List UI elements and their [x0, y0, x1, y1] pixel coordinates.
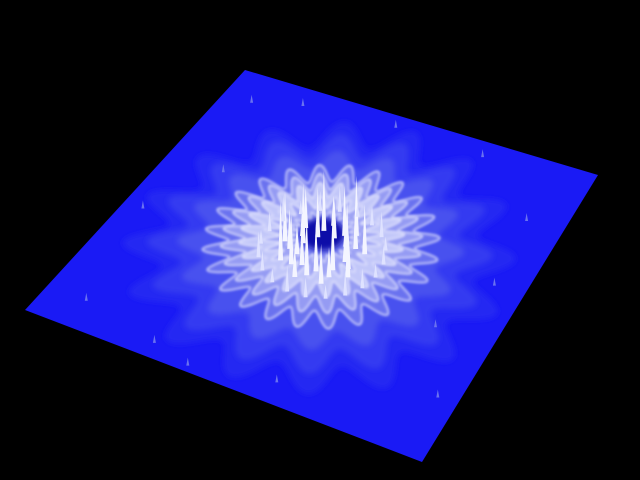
spike — [436, 389, 440, 398]
spike — [282, 191, 288, 242]
spike — [287, 208, 293, 249]
spike — [344, 198, 350, 259]
spike — [278, 200, 284, 261]
spike — [383, 236, 388, 251]
spike — [492, 277, 496, 286]
spike — [481, 149, 485, 158]
spike — [281, 195, 286, 222]
spike — [362, 204, 368, 255]
spike — [321, 170, 327, 231]
spike — [379, 211, 384, 238]
spike-peaks — [84, 94, 529, 398]
spike — [259, 229, 263, 244]
spike — [330, 210, 336, 271]
spike — [292, 247, 298, 277]
spike — [331, 198, 337, 239]
spike — [152, 334, 156, 343]
spike — [304, 215, 310, 276]
spike — [394, 119, 398, 128]
spike — [337, 185, 342, 212]
spike — [326, 247, 332, 278]
spike — [294, 224, 300, 255]
spike — [267, 211, 272, 232]
spike — [525, 213, 529, 221]
spike — [141, 200, 145, 209]
spike — [313, 221, 319, 272]
spike — [270, 268, 275, 283]
spike — [299, 225, 305, 266]
spike — [303, 188, 309, 228]
spike — [343, 269, 348, 296]
spike — [370, 205, 374, 226]
spike — [360, 268, 365, 289]
spike — [301, 98, 305, 106]
spike — [285, 265, 290, 292]
spike — [275, 374, 279, 383]
spike — [434, 319, 437, 328]
spike — [323, 284, 328, 299]
spike — [315, 187, 321, 238]
spike — [256, 231, 261, 258]
ripple-rim — [201, 163, 441, 330]
spike — [353, 209, 359, 249]
spike — [318, 190, 323, 211]
spike — [250, 94, 254, 103]
spike — [373, 263, 378, 278]
spike — [186, 357, 190, 366]
spike — [303, 277, 308, 298]
spike — [221, 164, 225, 173]
spike — [298, 200, 303, 215]
spike — [84, 292, 88, 301]
spike — [381, 244, 386, 265]
spike — [300, 206, 305, 236]
spike — [260, 250, 265, 271]
spike — [318, 243, 324, 284]
spike — [355, 202, 360, 217]
ripple-rim — [219, 172, 424, 315]
